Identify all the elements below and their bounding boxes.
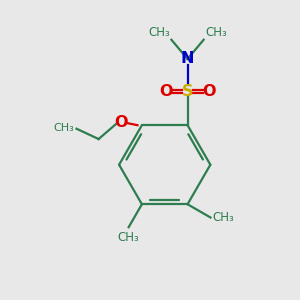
Text: CH₃: CH₃ [205,26,227,39]
Text: CH₃: CH₃ [213,211,235,224]
Text: O: O [202,84,215,99]
Text: O: O [160,84,173,99]
Text: CH₃: CH₃ [53,123,74,133]
Text: S: S [182,84,193,99]
Text: N: N [181,51,194,66]
Text: O: O [114,115,128,130]
Text: CH₃: CH₃ [118,231,140,244]
Text: CH₃: CH₃ [148,26,170,39]
